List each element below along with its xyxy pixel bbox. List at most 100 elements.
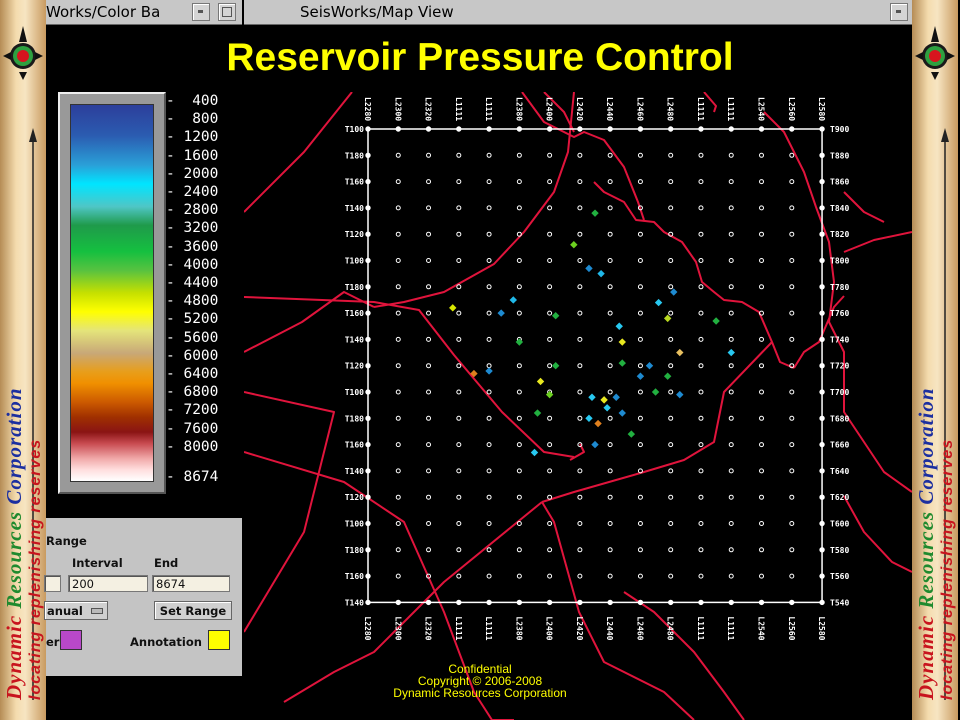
well-marker[interactable] (591, 209, 599, 217)
grid-point (668, 442, 674, 448)
well-marker[interactable] (618, 338, 626, 346)
grid-point (759, 152, 765, 158)
well-marker[interactable] (663, 314, 672, 323)
layer-color-swatch[interactable] (60, 630, 82, 650)
map-view-window-title: SeisWorks/Map View (300, 3, 454, 21)
well-marker[interactable] (618, 409, 626, 417)
well-marker[interactable] (727, 348, 735, 357)
grid-point (607, 389, 613, 395)
grid-point (547, 231, 553, 237)
grid-point (789, 494, 795, 500)
grid-point (577, 547, 583, 553)
well-marker[interactable] (645, 361, 654, 370)
well-marker[interactable] (676, 348, 684, 357)
grid-point (637, 521, 643, 526)
well-marker[interactable] (515, 338, 524, 346)
boundary-line (541, 341, 773, 503)
grid-point (728, 573, 734, 579)
right-vertical-branding: Dynamic Resources Corporation locating r… (914, 128, 956, 701)
well-marker[interactable] (533, 409, 542, 417)
well-marker[interactable] (663, 372, 672, 380)
map-view-window-titlebar[interactable]: SeisWorks/Map View (244, 0, 912, 25)
grid-point (547, 468, 553, 474)
well-marker[interactable] (712, 317, 720, 325)
grid-point (698, 179, 704, 185)
boundary-line (283, 501, 543, 703)
well-marker[interactable] (654, 298, 663, 307)
well-marker[interactable] (585, 414, 593, 423)
grid-point (728, 205, 734, 211)
well-marker[interactable] (588, 393, 596, 401)
grid-point (577, 599, 583, 606)
well-marker[interactable] (597, 269, 605, 278)
grid-point (456, 573, 462, 579)
grid-point (426, 521, 432, 526)
end-field[interactable]: 8674 (152, 575, 230, 592)
grid-point (728, 258, 734, 263)
well-marker[interactable] (570, 241, 578, 249)
grid-point (577, 179, 583, 185)
well-marker[interactable] (600, 396, 608, 404)
well-marker[interactable] (615, 322, 623, 330)
trace-label: T100 (345, 125, 364, 134)
well-marker[interactable] (497, 309, 505, 317)
grid-point (637, 205, 643, 211)
boundary-line (569, 443, 585, 461)
window-menu-button[interactable] (192, 3, 210, 21)
window-menu-button[interactable] (890, 3, 908, 21)
well-marker[interactable] (636, 372, 645, 380)
grid-point (426, 442, 432, 448)
set-range-button[interactable]: Set Range (154, 601, 232, 620)
start-field[interactable] (44, 575, 61, 592)
grid-point (426, 573, 432, 579)
well-marker[interactable] (612, 393, 620, 401)
well-markers[interactable] (449, 209, 735, 457)
grid-point (426, 468, 432, 474)
line-label: L2440 (605, 616, 614, 640)
well-marker[interactable] (627, 430, 636, 438)
color-scale-label: - 400 (166, 93, 219, 109)
well-marker[interactable] (594, 419, 602, 428)
map-view-canvas[interactable]: L2280 L2300 L2320 L1111 L1111 L2380 L2400 L2420… (244, 92, 912, 720)
well-marker[interactable] (449, 304, 457, 312)
line-label: L2460 (635, 97, 644, 121)
well-marker[interactable] (591, 440, 599, 449)
grid-point (486, 442, 492, 448)
grid-point (668, 415, 674, 421)
well-marker[interactable] (585, 264, 593, 273)
well-marker[interactable] (670, 288, 678, 296)
well-marker[interactable] (509, 296, 518, 304)
well-marker[interactable] (545, 390, 554, 399)
minimize-button[interactable] (218, 3, 236, 21)
grid-point (456, 442, 462, 448)
well-marker[interactable] (603, 404, 611, 412)
line-label: L2280 (363, 616, 372, 640)
grid-point (486, 126, 492, 132)
grid-point (698, 284, 704, 290)
well-marker[interactable] (530, 448, 539, 457)
grid-point (759, 521, 765, 526)
grid-point (577, 415, 583, 421)
interval-field[interactable]: 200 (68, 575, 148, 592)
well-marker[interactable] (551, 312, 560, 320)
well-marker[interactable] (618, 359, 626, 367)
grid-point (668, 126, 674, 132)
well-marker[interactable] (551, 361, 560, 370)
grid-point (637, 179, 643, 185)
grid-point (758, 126, 765, 132)
grid-point (637, 258, 643, 263)
well-marker[interactable] (536, 377, 545, 386)
well-marker[interactable] (470, 369, 478, 378)
range-mode-menu[interactable]: anual (44, 601, 108, 620)
grid-point (456, 415, 462, 421)
grid-point (456, 599, 462, 606)
well-marker[interactable] (485, 367, 493, 375)
color-bar-window-titlebar[interactable]: Works/Color Ba (46, 0, 242, 25)
annotation-color-swatch[interactable] (208, 630, 230, 650)
well-marker[interactable] (676, 390, 684, 399)
grid-point (698, 468, 704, 474)
grid-point (607, 310, 613, 316)
grid-point (759, 336, 765, 342)
grid-point (516, 179, 522, 185)
well-marker[interactable] (651, 388, 660, 396)
